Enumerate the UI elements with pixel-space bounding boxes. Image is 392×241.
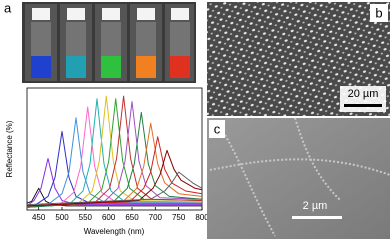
sem-image-c [207, 118, 390, 239]
x-axis-label: Wavelength (nm) [84, 227, 145, 236]
panel-label: a [4, 0, 12, 15]
x-tick-label: 500 [55, 213, 69, 222]
x-tick-label: 700 [149, 213, 163, 222]
spectrum-line [26, 95, 203, 208]
spectrum-line [26, 136, 203, 207]
scale-bar-label: 20 µm [348, 88, 379, 100]
panel-label: c [214, 121, 221, 136]
label-box [209, 120, 225, 138]
x-tick-label: 450 [32, 213, 46, 222]
spectrum-line [26, 98, 203, 208]
label-box [370, 4, 388, 22]
x-tick-label: 550 [79, 213, 93, 222]
spectrum-line [26, 106, 202, 208]
x-tick-label: 800 [195, 213, 209, 222]
spectrum-line [26, 111, 203, 208]
spectrum-line [26, 122, 203, 207]
x-tick-label: 600 [102, 213, 116, 222]
plot-frame [26, 87, 203, 211]
plot: 450 500 550 600 650 700 750 800 [26, 95, 209, 222]
x-tick-label: 650 [125, 213, 139, 222]
scale-box [340, 86, 386, 112]
panel-label: b [375, 5, 382, 20]
y-axis-label: Reflectance (%) [5, 120, 14, 177]
spectrum-line [26, 101, 203, 208]
bead-lines [209, 117, 391, 237]
spectrum-line [26, 171, 203, 206]
spectrum-line [26, 187, 202, 207]
vial-photos [22, 2, 196, 83]
spectrum-line [26, 95, 203, 208]
spectrum-line [26, 149, 203, 207]
scale-bar [292, 216, 342, 219]
spectrum-line [26, 117, 202, 208]
x-tick-label: 750 [172, 213, 186, 222]
spectrum-line [26, 98, 202, 208]
scale-bar-label: 2 µm [303, 200, 328, 212]
spectrum-line [26, 130, 202, 208]
scale-bar [344, 104, 382, 107]
